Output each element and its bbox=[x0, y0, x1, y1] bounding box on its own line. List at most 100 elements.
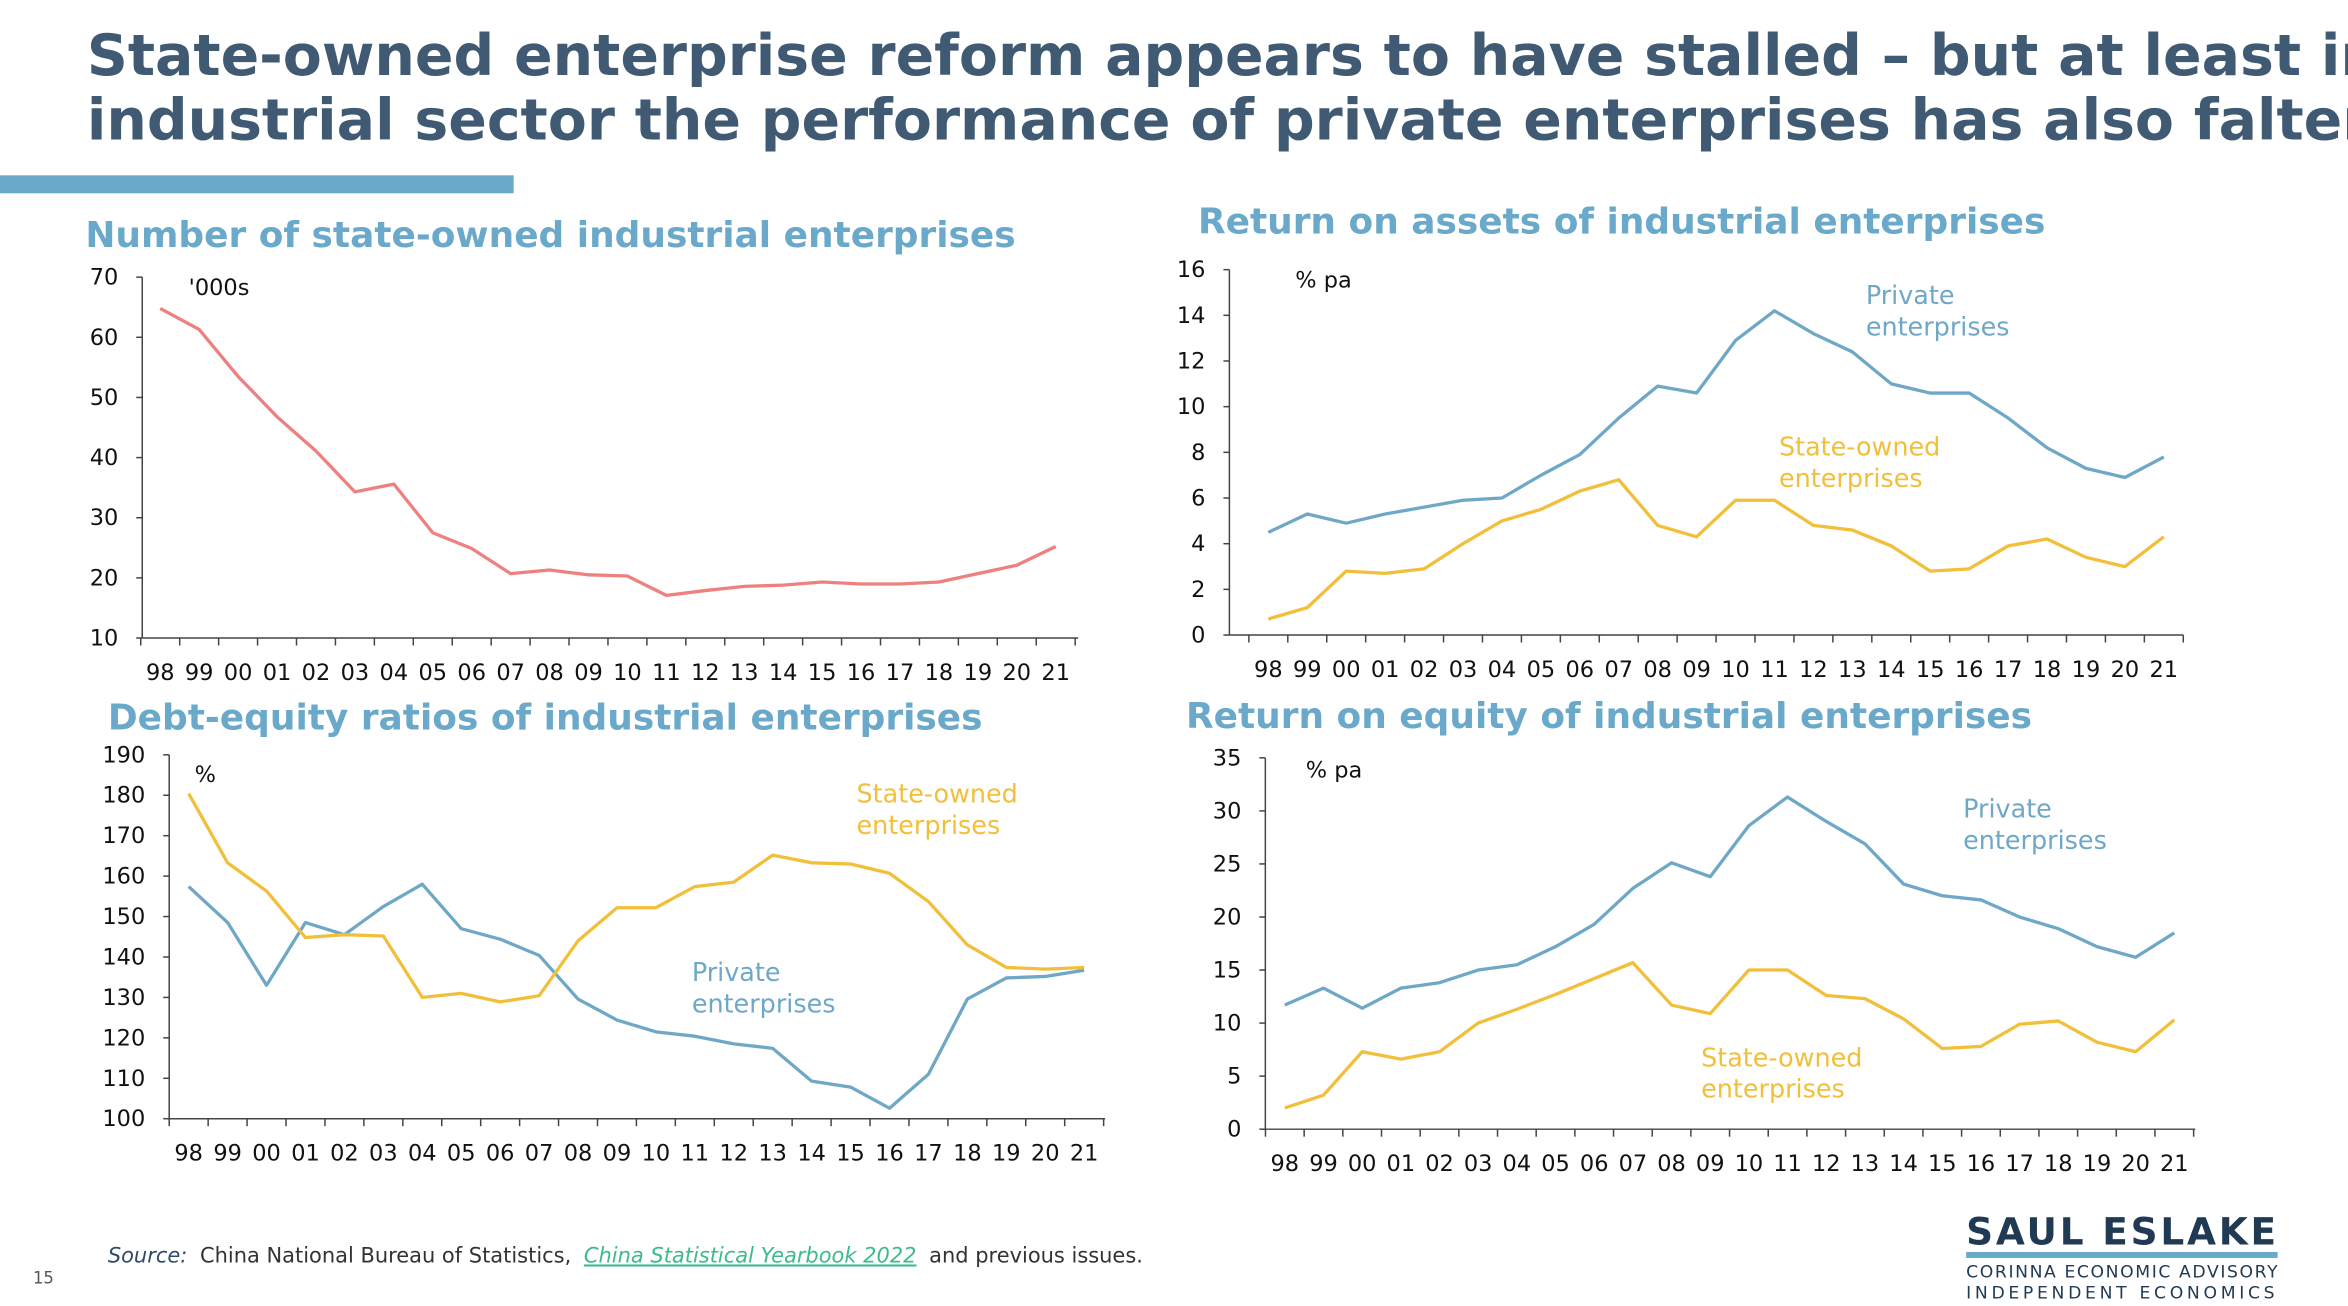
x-tick-label: 17 bbox=[886, 660, 915, 686]
series-label: Private bbox=[692, 958, 781, 988]
x-tick-label: 19 bbox=[964, 660, 993, 686]
x-tick-label: 06 bbox=[486, 1141, 515, 1167]
x-tick-label: 11 bbox=[1773, 1151, 1802, 1177]
x-tick-label: 02 bbox=[1425, 1151, 1454, 1177]
x-tick-label: 21 bbox=[2150, 657, 2179, 683]
x-tick-label: 00 bbox=[252, 1141, 281, 1167]
series-line-soe-count bbox=[159, 306, 1057, 597]
unit-label: '000s bbox=[189, 275, 250, 301]
x-tick-label: 05 bbox=[1527, 657, 1556, 683]
x-tick-label: 19 bbox=[992, 1141, 1021, 1167]
x-tick-label: 21 bbox=[2160, 1151, 2189, 1177]
x-tick-label: 01 bbox=[291, 1141, 320, 1167]
x-tick-label: 15 bbox=[808, 660, 837, 686]
x-tick-label: 08 bbox=[1657, 1151, 1686, 1177]
series-label: enterprises bbox=[1779, 464, 1923, 494]
x-tick-label: 19 bbox=[2083, 1151, 2112, 1177]
series-label: enterprises bbox=[1701, 1075, 1845, 1105]
x-tick-label: 06 bbox=[1566, 657, 1595, 683]
x-tick-label: 15 bbox=[836, 1141, 865, 1167]
y-tick-label: 2 bbox=[1191, 577, 1205, 603]
y-tick-label: 15 bbox=[1213, 958, 1242, 984]
x-tick-label: 98 bbox=[146, 660, 175, 686]
y-tick-label: 160 bbox=[102, 864, 145, 890]
series-label: State-owned bbox=[1779, 432, 1940, 462]
x-tick-label: 08 bbox=[564, 1141, 593, 1167]
y-tick-label: 190 bbox=[102, 742, 145, 768]
series-line-state-owned-enterprises bbox=[187, 792, 1085, 1004]
x-tick-label: 10 bbox=[613, 660, 642, 686]
y-tick-label: 10 bbox=[1213, 1011, 1242, 1037]
x-tick-label: 98 bbox=[174, 1141, 203, 1167]
y-tick-label: 140 bbox=[102, 944, 145, 970]
x-tick-label: 11 bbox=[681, 1141, 710, 1167]
slide-title-line-2: industrial sector the performance of pri… bbox=[87, 87, 2348, 153]
y-tick-label: 130 bbox=[102, 985, 145, 1011]
x-tick-label: 21 bbox=[1070, 1141, 1099, 1167]
x-tick-label: 07 bbox=[525, 1141, 554, 1167]
x-tick-label: 12 bbox=[1812, 1151, 1841, 1177]
series-line-private-enterprises bbox=[1267, 309, 2165, 534]
x-tick-label: 07 bbox=[1604, 657, 1633, 683]
series-label: Private bbox=[1963, 795, 2052, 825]
x-tick-label: 20 bbox=[2121, 1151, 2150, 1177]
x-tick-label: 07 bbox=[496, 660, 525, 686]
x-tick-label: 00 bbox=[224, 660, 253, 686]
y-tick-label: 170 bbox=[102, 823, 145, 849]
x-tick-label: 18 bbox=[2044, 1151, 2073, 1177]
y-tick-label: 110 bbox=[102, 1066, 145, 1092]
slide-title-line-1: State-owned enterprise reform appears to… bbox=[87, 23, 2348, 89]
x-tick-label: 99 bbox=[213, 1141, 242, 1167]
x-tick-label: 07 bbox=[1619, 1151, 1648, 1177]
x-tick-label: 08 bbox=[1643, 657, 1672, 683]
x-tick-label: 14 bbox=[797, 1141, 826, 1167]
x-tick-label: 14 bbox=[1889, 1151, 1918, 1177]
logo-line-2: INDEPENDENT ECONOMICS bbox=[1966, 1283, 2277, 1303]
source-text: China National Bureau of Statistics, bbox=[200, 1243, 571, 1267]
x-tick-label: 13 bbox=[1851, 1151, 1880, 1177]
unit-label: % pa bbox=[1306, 757, 1362, 783]
x-tick-label: 98 bbox=[1254, 657, 1283, 683]
x-tick-label: 05 bbox=[418, 660, 447, 686]
y-tick-label: 50 bbox=[90, 385, 119, 411]
x-tick-label: 03 bbox=[1464, 1151, 1493, 1177]
series-label: enterprises bbox=[1866, 313, 2010, 343]
x-tick-label: 10 bbox=[1735, 1151, 1764, 1177]
x-tick-label: 99 bbox=[1293, 657, 1322, 683]
y-tick-label: 40 bbox=[90, 445, 119, 471]
x-tick-label: 14 bbox=[769, 660, 798, 686]
chart-3: Debt-equity ratios of industrial enterpr… bbox=[102, 697, 1106, 1167]
x-tick-label: 12 bbox=[1799, 657, 1828, 683]
logo-line-1: CORINNA ECONOMIC ADVISORY bbox=[1966, 1262, 2278, 1282]
x-tick-label: 03 bbox=[341, 660, 370, 686]
chart-2: Return on assets of industrial enterpris… bbox=[1177, 202, 2185, 683]
y-tick-label: 150 bbox=[102, 904, 145, 930]
x-tick-label: 11 bbox=[652, 660, 681, 686]
y-tick-label: 10 bbox=[1177, 394, 1206, 420]
series-label: enterprises bbox=[1963, 826, 2107, 856]
source-link[interactable]: China Statistical Yearbook 2022 bbox=[584, 1243, 917, 1267]
y-tick-label: 6 bbox=[1191, 486, 1205, 512]
x-tick-label: 15 bbox=[1928, 1151, 1957, 1177]
y-tick-label: 100 bbox=[102, 1106, 145, 1132]
x-tick-label: 09 bbox=[574, 660, 603, 686]
x-tick-label: 13 bbox=[758, 1141, 787, 1167]
series-label: State-owned bbox=[1701, 1043, 1862, 1073]
x-tick-label: 02 bbox=[302, 660, 331, 686]
x-tick-label: 00 bbox=[1332, 657, 1361, 683]
x-tick-label: 16 bbox=[847, 660, 876, 686]
x-tick-label: 02 bbox=[1410, 657, 1439, 683]
series-label: State-owned bbox=[857, 780, 1018, 810]
y-tick-label: 12 bbox=[1177, 348, 1206, 374]
x-tick-label: 05 bbox=[1541, 1151, 1570, 1177]
y-tick-label: 70 bbox=[90, 265, 119, 291]
series-line-state-owned-enterprises bbox=[1267, 478, 2165, 621]
x-tick-label: 04 bbox=[408, 1141, 437, 1167]
y-tick-label: 0 bbox=[1227, 1117, 1241, 1143]
x-tick-label: 10 bbox=[642, 1141, 671, 1167]
series-line-state-owned-enterprises bbox=[1284, 961, 2176, 1110]
x-tick-label: 17 bbox=[1994, 657, 2023, 683]
x-tick-label: 18 bbox=[925, 660, 954, 686]
x-tick-label: 05 bbox=[447, 1141, 476, 1167]
x-tick-label: 18 bbox=[953, 1141, 982, 1167]
